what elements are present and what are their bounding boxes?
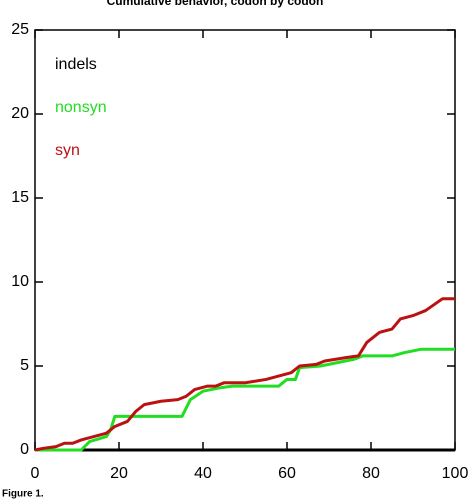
caption: Figure 1. — [2, 489, 44, 500]
x-tick-label: 20 — [110, 465, 128, 482]
y-tick-label: 5 — [20, 357, 29, 374]
series-line — [34, 297, 455, 452]
x-tick-label: 0 — [31, 465, 40, 482]
y-tick-label: 20 — [11, 105, 29, 122]
legend-label: indels — [55, 56, 97, 73]
y-tick-label: 25 — [11, 21, 29, 38]
legend-label: syn — [55, 142, 80, 159]
y-tick-label: 0 — [20, 441, 29, 458]
y-tick-label: 10 — [11, 273, 29, 290]
x-tick-label: 40 — [194, 465, 212, 482]
x-tick-label: 100 — [442, 465, 469, 482]
legend-label: nonsyn — [55, 99, 107, 116]
x-tick-label: 80 — [362, 465, 380, 482]
y-tick-label: 15 — [11, 189, 29, 206]
chart-title: Cumulative behavior, codon by codon — [107, 0, 324, 8]
x-tick-label: 60 — [278, 465, 296, 482]
